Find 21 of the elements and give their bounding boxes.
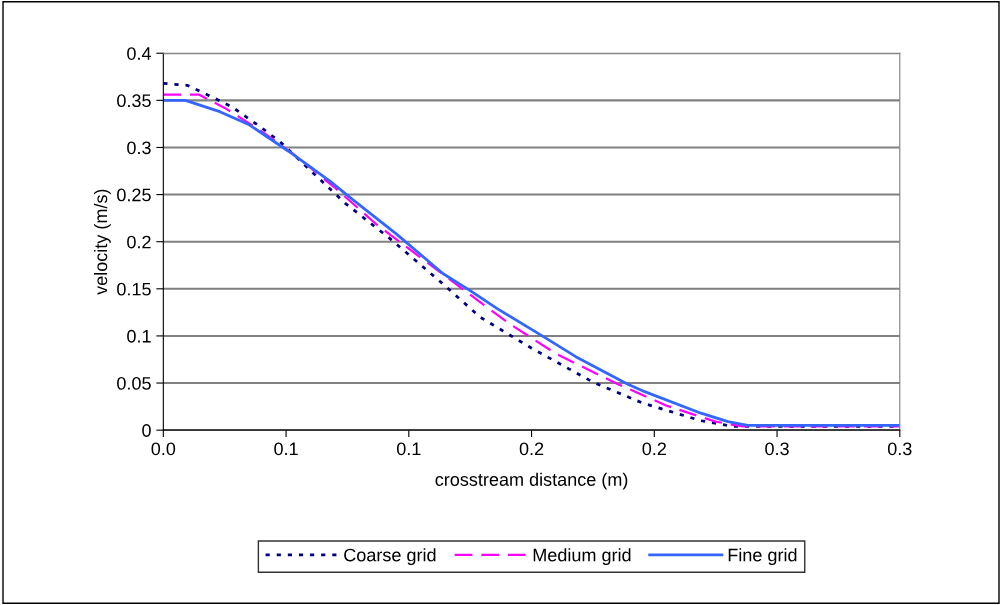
x-tick-label: 0.3 <box>765 442 789 456</box>
legend-label: Coarse grid <box>344 548 436 565</box>
y-tick-label: 0.4 <box>127 47 151 60</box>
y-tick-label: 0.3 <box>127 141 151 155</box>
y-tick-label: 0.35 <box>117 94 151 108</box>
x-tick-label: 0.3 <box>887 442 912 456</box>
y-tick-label: 0.05 <box>117 376 151 390</box>
legend-label: Fine grid <box>728 548 797 565</box>
y-tick-label: 0 <box>142 424 151 437</box>
x-tick-label: 0.2 <box>519 442 544 456</box>
y-tick-label: 0.25 <box>117 188 151 202</box>
y-tick-label: 0.15 <box>117 282 151 296</box>
x-tick-label: 0.1 <box>274 442 298 456</box>
y-tick-label: 0.2 <box>127 235 151 249</box>
x-tick-label: 0.2 <box>642 442 666 456</box>
x-tick-label: 0.1 <box>396 442 421 456</box>
x-tick-label: 0.0 <box>151 442 176 456</box>
y-tick-label: 0.1 <box>127 329 151 343</box>
legend-label: Medium grid <box>533 548 631 565</box>
x-axis-title: crosstream distance (m) <box>435 472 628 490</box>
y-axis-title: velocity (m/s) <box>94 189 111 295</box>
